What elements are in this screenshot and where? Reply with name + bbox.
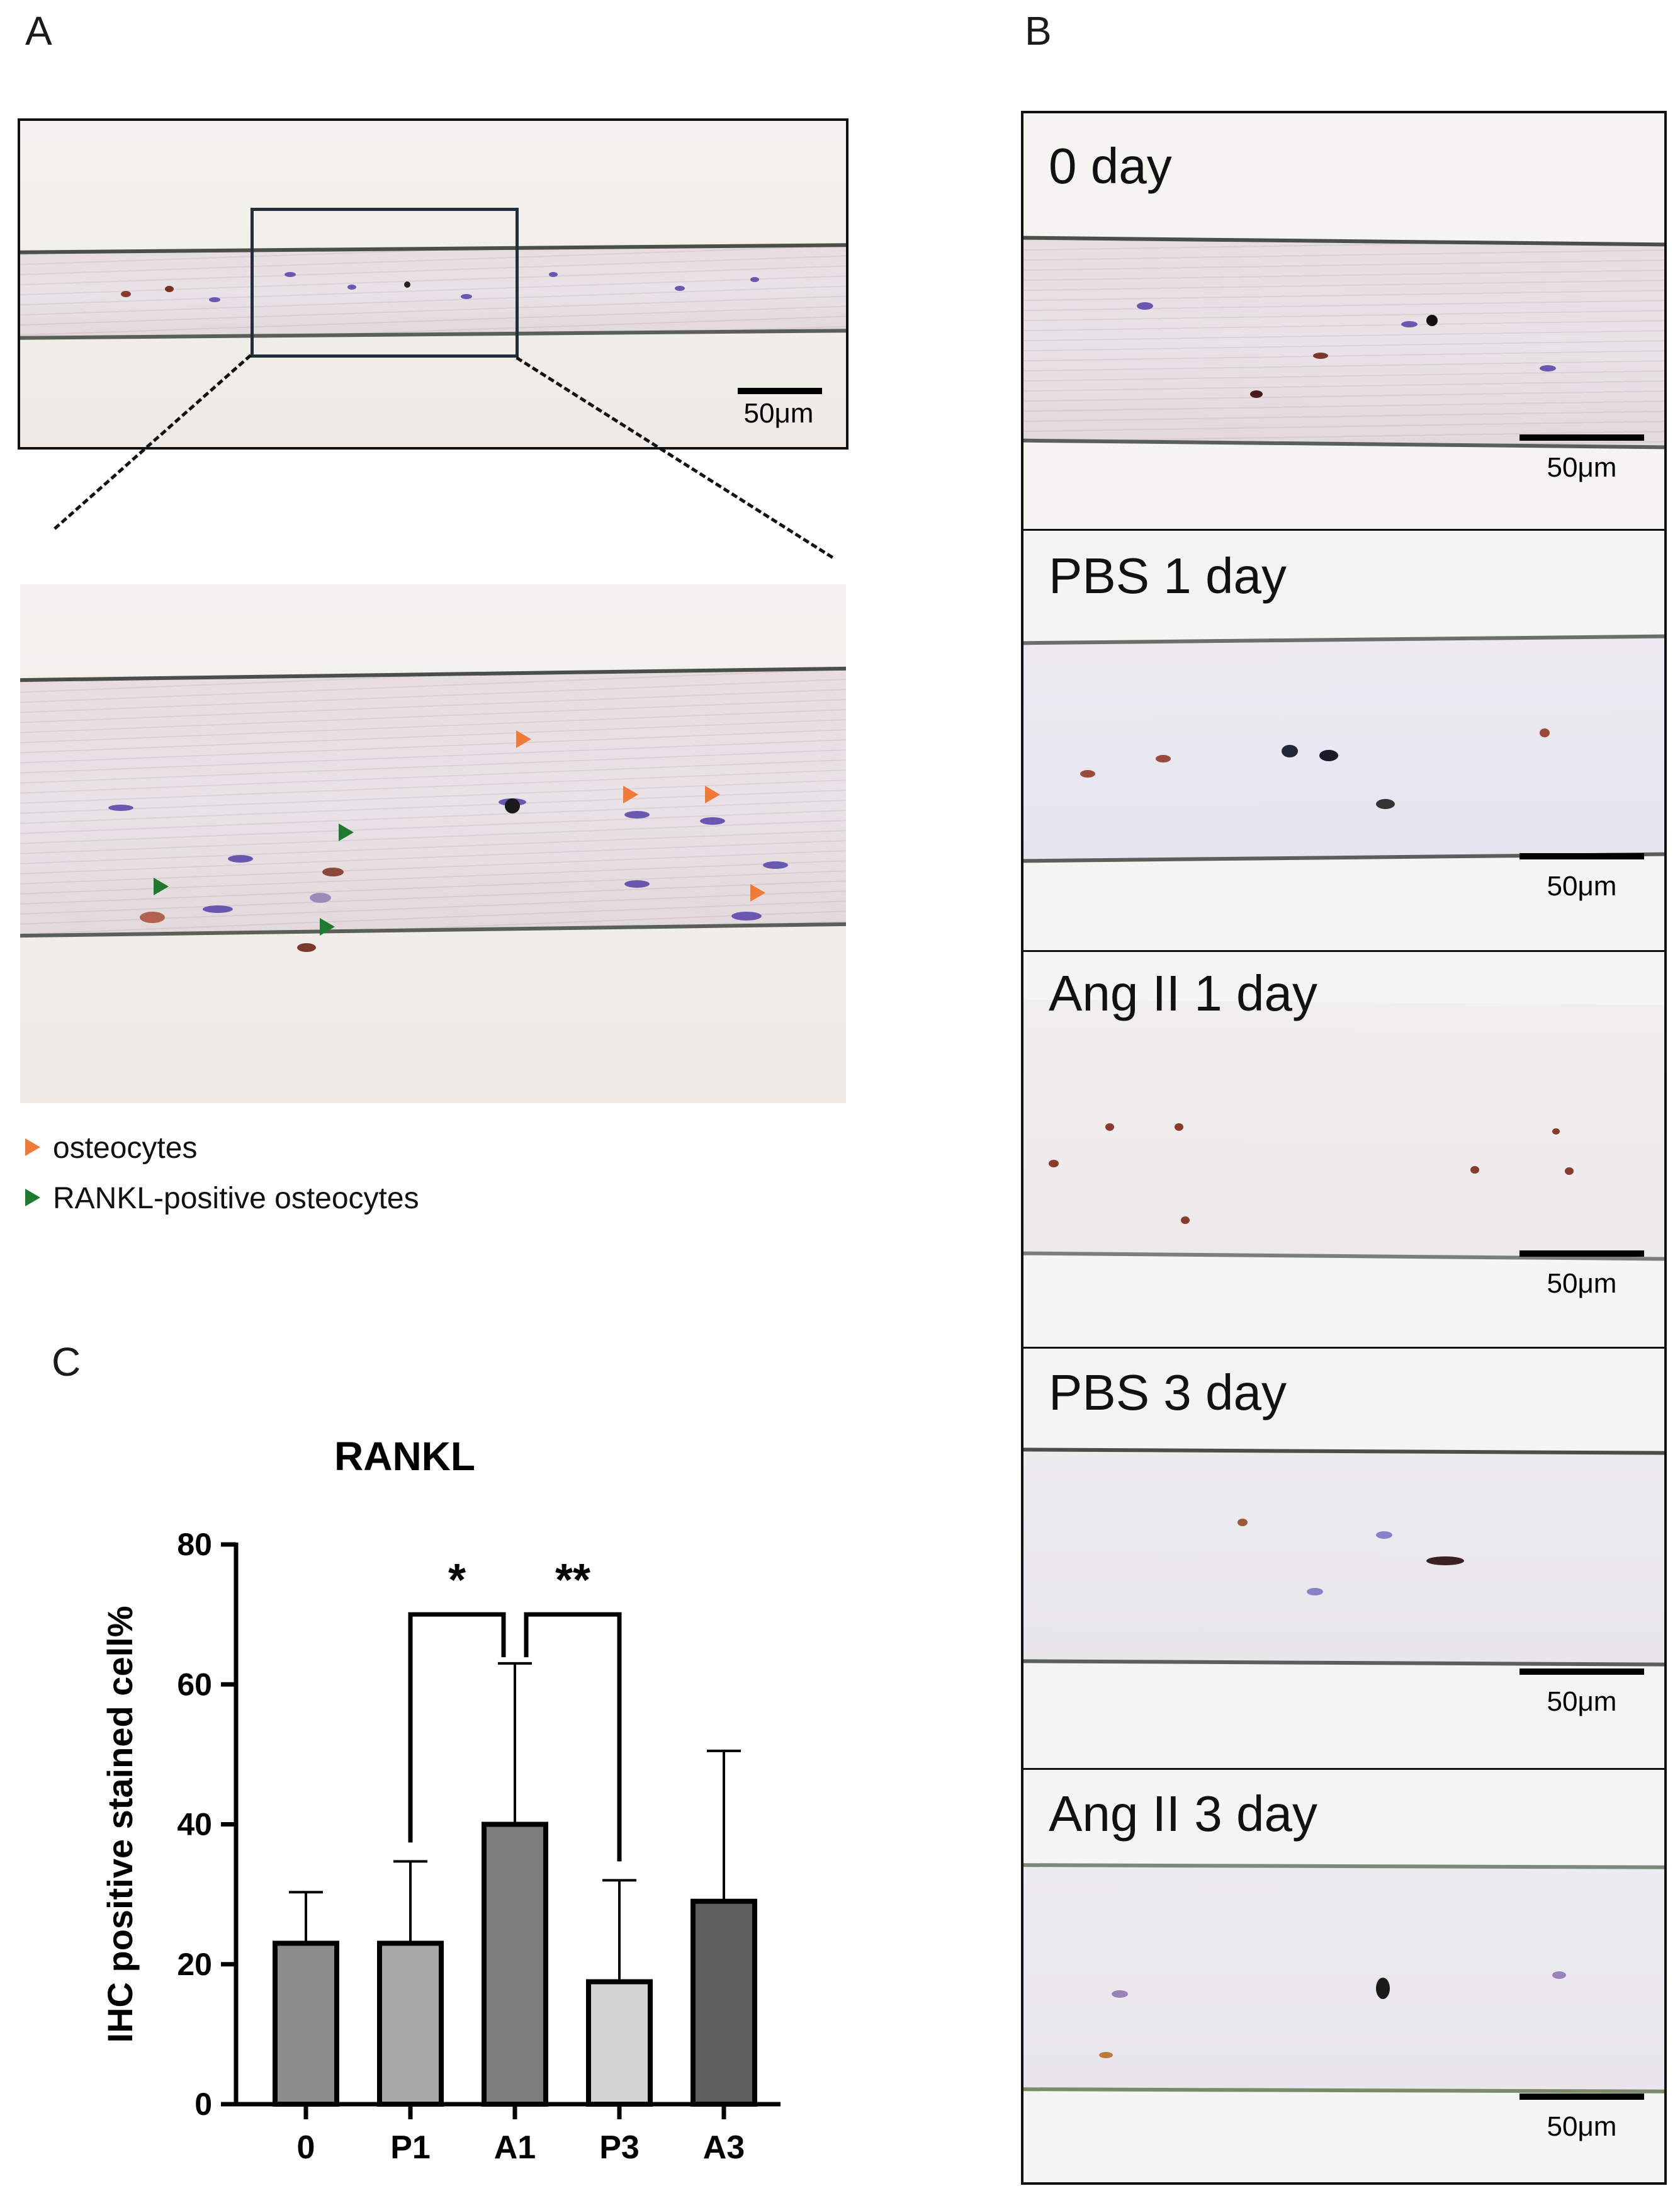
bar-p3 (586, 1979, 653, 2107)
zoom-region-box (251, 208, 519, 358)
scale-bar-label: 50μm (1547, 871, 1617, 902)
y-tick-label: 20 (177, 1947, 212, 1982)
x-tick-label: P1 (390, 2129, 431, 2166)
bar-a1 (482, 1821, 548, 2107)
scale-bar (1519, 853, 1644, 859)
image-label: PBS 1 day (1049, 548, 1287, 604)
scale-bar (1519, 1250, 1644, 1257)
scale-bar-label: 50μm (1547, 1268, 1617, 1299)
green-arrowhead-icon (25, 1189, 40, 1207)
scale-bar (1519, 434, 1644, 441)
rankl-bar-chart: RANKL 0 20 40 60 80 IHC positive stained cell%… (100, 1434, 781, 2166)
legend-item-osteocytes: osteocytes (25, 1131, 197, 1165)
panel-a-letter: A (25, 8, 52, 54)
osteocyte-arrowhead (623, 786, 638, 803)
bar-0 (273, 1940, 339, 2107)
scale-bar-label: 50μm (1547, 2111, 1617, 2142)
bone-section (1023, 634, 1664, 863)
image-label: 0 day (1049, 138, 1172, 194)
legend-label: osteocytes (53, 1131, 198, 1165)
micrograph-pbs-1-day: PBS 1 day 50μm (1023, 531, 1664, 952)
legend-label: RANKL-positive osteocytes (53, 1182, 419, 1215)
panel-b-letter: B (1025, 8, 1052, 54)
scale-bar-label: 50μm (743, 398, 814, 429)
micrograph-ang-ii-1-day: Ang II 1 day 50μm (1023, 952, 1664, 1349)
significance-label: ** (555, 1555, 590, 1606)
y-tick-label: 60 (177, 1667, 212, 1702)
micrograph-pbs-3-day: PBS 3 day 50μm (1023, 1349, 1664, 1770)
osteocyte-arrowhead (705, 786, 720, 803)
scale-bar (738, 388, 822, 394)
y-tick-label: 80 (177, 1527, 212, 1562)
significance-label: * (448, 1555, 466, 1606)
micrograph-0-day: 0 day 50μm (1023, 113, 1664, 531)
osteocyte-arrowhead (516, 730, 531, 748)
image-label: PBS 3 day (1049, 1364, 1287, 1420)
osteocyte-arrowhead (750, 884, 765, 902)
panel-a-overview-image: 50μm (18, 118, 848, 450)
bar-p1 (377, 1940, 444, 2107)
bone-section (20, 666, 846, 938)
y-tick-label: 40 (177, 1807, 212, 1842)
y-axis-label: IHC positive stained cell% (100, 1606, 140, 2043)
x-tick-label: A1 (494, 2129, 536, 2166)
legend-item-rankl-positive: RANKL-positive osteocytes (25, 1181, 419, 1216)
image-label: Ang II 3 day (1049, 1786, 1317, 1842)
x-tick-label: P3 (599, 2129, 640, 2166)
scale-bar (1519, 2093, 1644, 2100)
orange-arrowhead-icon (25, 1138, 40, 1157)
micrograph-ang-ii-3-day: Ang II 3 day 50μm (1023, 1770, 1664, 2182)
panel-c-letter: C (52, 1339, 81, 1385)
scale-bar-label: 50μm (1547, 1686, 1617, 1717)
x-tick-label: 0 (297, 2129, 315, 2166)
rankl-positive-arrowhead (339, 824, 354, 841)
bone-section (1023, 1447, 1664, 1667)
image-label: Ang II 1 day (1049, 965, 1317, 1021)
panel-a-magnified-image (20, 584, 846, 1103)
bone-section (1023, 235, 1664, 450)
bone-section (1023, 1863, 1664, 2093)
significance-bracket (408, 1612, 506, 1843)
rankl-positive-arrowhead (320, 918, 335, 936)
x-tick-label: A3 (703, 2129, 745, 2166)
scale-bar-label: 50μm (1547, 452, 1617, 483)
bone-section (1023, 999, 1664, 1261)
y-tick-label: 0 (194, 2087, 212, 2122)
rankl-positive-arrowhead (154, 878, 169, 895)
significance-bracket (524, 1612, 622, 1862)
bar-a3 (691, 1898, 757, 2107)
scale-bar (1519, 1668, 1644, 1675)
panel-b-frame: 0 day 50μm PBS 1 day 50μm Ang II 1 day 5… (1021, 111, 1667, 2185)
chart-title: RANKL (334, 1434, 475, 1479)
